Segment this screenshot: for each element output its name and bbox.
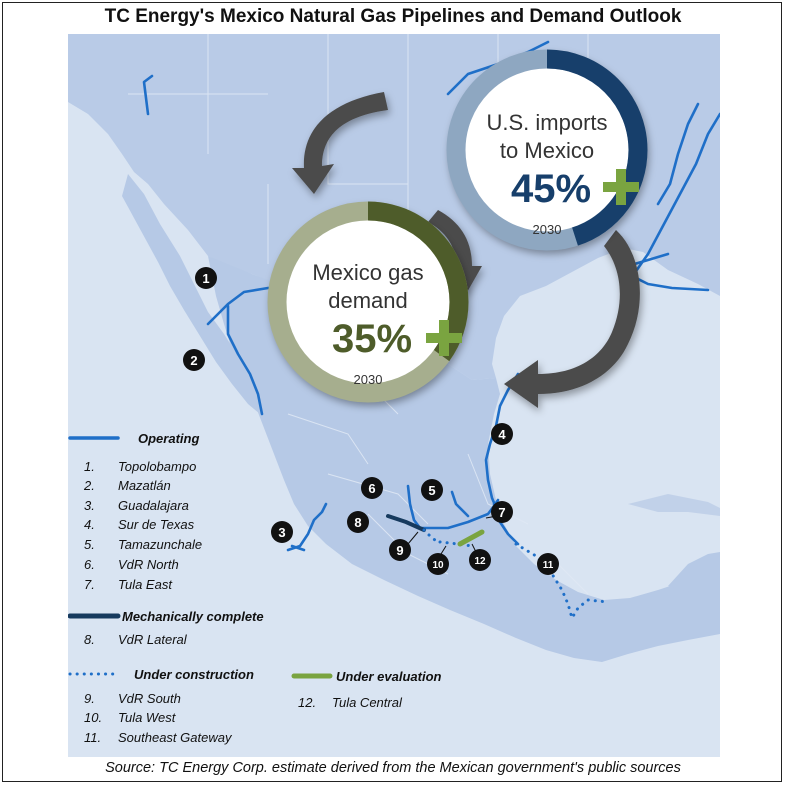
us-callout-line1: U.S. imports	[486, 110, 607, 135]
svg-text:12: 12	[474, 556, 486, 567]
operating-pipelines	[206, 286, 520, 552]
legend-item-label: VdR South	[118, 691, 181, 706]
mexico-plus-icon	[426, 320, 462, 356]
svg-text:11: 11	[543, 560, 554, 571]
arrow-right-sweep	[504, 230, 640, 408]
us-plus-icon	[603, 169, 639, 205]
svg-text:9: 9	[396, 543, 403, 558]
legend-item-num: 7.	[84, 577, 95, 592]
legend-mech-complete-heading: Mechanically complete	[122, 609, 264, 624]
legend-item-label: Mazatlán	[118, 478, 171, 493]
svg-text:10: 10	[432, 560, 444, 571]
legend-item-label: Southeast Gateway	[118, 730, 233, 745]
mexico-demand-callout	[268, 202, 468, 402]
pipeline-tula-west	[438, 540, 474, 548]
map-panel: U.S. imports to Mexico 45% 2030 Mexico g…	[68, 34, 720, 757]
legend-item-num: 6.	[84, 557, 95, 572]
svg-text:8: 8	[354, 515, 361, 530]
legend-item-num: 3.	[84, 498, 95, 513]
legend-item-label: Tula Central	[332, 695, 403, 710]
marker-5: 5	[421, 479, 443, 501]
legend-item-num: 10.	[84, 710, 102, 725]
under-construction-pipelines	[422, 528, 610, 622]
marker-2: 2	[183, 349, 205, 371]
legend-item-label: VdR Lateral	[118, 632, 188, 647]
legend-item-label: Topolobampo	[118, 459, 196, 474]
pipeline-vdr-lateral	[386, 514, 426, 532]
us-callout-line2: to Mexico	[500, 138, 594, 163]
svg-text:6: 6	[368, 481, 375, 496]
legend-item-num: 8.	[84, 632, 95, 647]
us-callout-year: 2030	[533, 222, 562, 237]
pipeline-mazatlan	[226, 304, 264, 416]
legend-item-label: Guadalajara	[118, 498, 189, 513]
legend-item-label: VdR North	[118, 557, 179, 572]
legend-under-evaluation-heading: Under evaluation	[336, 669, 442, 684]
mexico-callout-line2: demand	[328, 288, 408, 313]
legend-item-num: 1.	[84, 459, 95, 474]
us-imports-callout	[447, 50, 647, 250]
svg-text:4: 4	[498, 427, 506, 442]
source-note: Source: TC Energy Corp. estimate derived…	[105, 760, 681, 776]
us-callout-value: 45%	[511, 167, 591, 211]
marker-9: 9	[389, 539, 411, 561]
marker-7: 7	[491, 501, 513, 523]
legend-item-num: 5.	[84, 537, 95, 552]
arrow-us-to-mexico-top	[292, 92, 388, 194]
map-markers: 1 2 3 4 5 6 7 8 9 10 11 12	[183, 267, 559, 575]
mexico-callout-value: 35%	[332, 317, 412, 361]
marker-4: 4	[491, 423, 513, 445]
legend-item-num: 2.	[83, 478, 95, 493]
svg-text:1: 1	[202, 271, 209, 286]
legend-under-construction-heading: Under construction	[134, 667, 254, 682]
legend: Operating 1. Topolobampo 2. Mazatlán 3. …	[68, 431, 442, 745]
legend-item-num: 11.	[84, 730, 101, 745]
marker-8: 8	[347, 511, 369, 533]
svg-text:7: 7	[498, 505, 505, 520]
marker-11: 11	[537, 553, 559, 575]
marker-12: 12	[469, 549, 491, 571]
mexico-share-arc	[267, 201, 469, 403]
mexico-callout-line1: Mexico gas	[312, 260, 423, 285]
legend-item-label: Sur de Texas	[118, 517, 195, 532]
baja-california	[122, 174, 264, 414]
marker-6: 6	[361, 477, 383, 499]
pipeline-topolobampo	[206, 286, 270, 326]
legend-operating-heading: Operating	[138, 431, 199, 446]
mexico-callout-year: 2030	[354, 372, 383, 387]
marker-1: 1	[195, 267, 217, 289]
cuba-island	[628, 494, 720, 516]
legend-item-num: 4.	[84, 517, 95, 532]
pipeline-tula-central	[457, 529, 485, 547]
pipeline-sur-de-texas	[484, 372, 520, 514]
legend-item-label: Tula East	[118, 577, 173, 592]
pipeline-vdr-north	[450, 490, 470, 518]
marker-10: 10	[427, 553, 449, 575]
us-share-arc	[446, 49, 648, 251]
legend-item-label: Tamazunchale	[118, 537, 202, 552]
legend-item-num: 9.	[84, 691, 95, 706]
svg-text:5: 5	[428, 483, 435, 498]
yucatan-peninsula	[668, 552, 720, 594]
page-title: TC Energy's Mexico Natural Gas Pipelines…	[104, 6, 682, 27]
marker-3: 3	[271, 521, 293, 543]
legend-item-label: Tula West	[118, 710, 177, 725]
svg-text:3: 3	[278, 525, 285, 540]
svg-text:2: 2	[190, 353, 197, 368]
legend-item-num: 12.	[298, 695, 316, 710]
